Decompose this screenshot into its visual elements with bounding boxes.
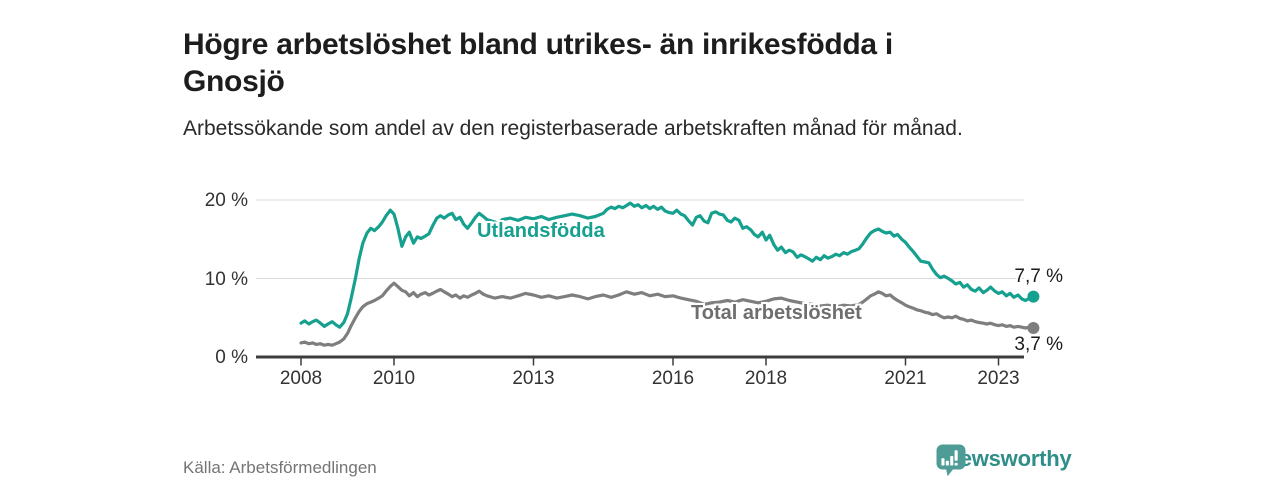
- y-axis-label: 10 %: [204, 268, 248, 290]
- series-line-1: [299, 281, 1036, 347]
- x-axis-label: 2018: [744, 368, 788, 389]
- page-title: Högre arbetslöshet bland utrikes- än inr…: [183, 28, 893, 99]
- x-axis-label: 2013: [512, 368, 555, 389]
- y-axis-label: 20 %: [204, 190, 248, 211]
- source-note: Källa: Arbetsförmedlingen: [183, 458, 377, 477]
- end-value-label-total: 3,7 %: [1014, 334, 1063, 355]
- newsworthy-bar-chart-icon: [936, 444, 966, 477]
- page-subtitle: Arbetssökande som andel av den registerb…: [183, 117, 963, 140]
- series-end-dot-0: [1027, 290, 1040, 303]
- x-axis-label: 2010: [372, 368, 416, 389]
- end-value-label-utlandsfodda: 7,7 %: [1014, 266, 1063, 287]
- x-axis-label: 2021: [884, 368, 927, 389]
- x-axis-label: 2008: [279, 368, 323, 389]
- series-label-total-arbetsloshet: Total arbetslöshet: [691, 302, 862, 324]
- x-axis-label: 2023: [977, 368, 1020, 389]
- series-end-dot-1: [1027, 322, 1040, 334]
- x-axis-label: 2016: [651, 368, 695, 389]
- series-label-utlandsfodda: Utlandsfödda: [477, 220, 605, 242]
- newsworthy-logo[interactable]: Newsworthy: [936, 444, 1072, 477]
- series-line-0: [299, 201, 1036, 329]
- y-axis-label: 0 %: [215, 347, 248, 368]
